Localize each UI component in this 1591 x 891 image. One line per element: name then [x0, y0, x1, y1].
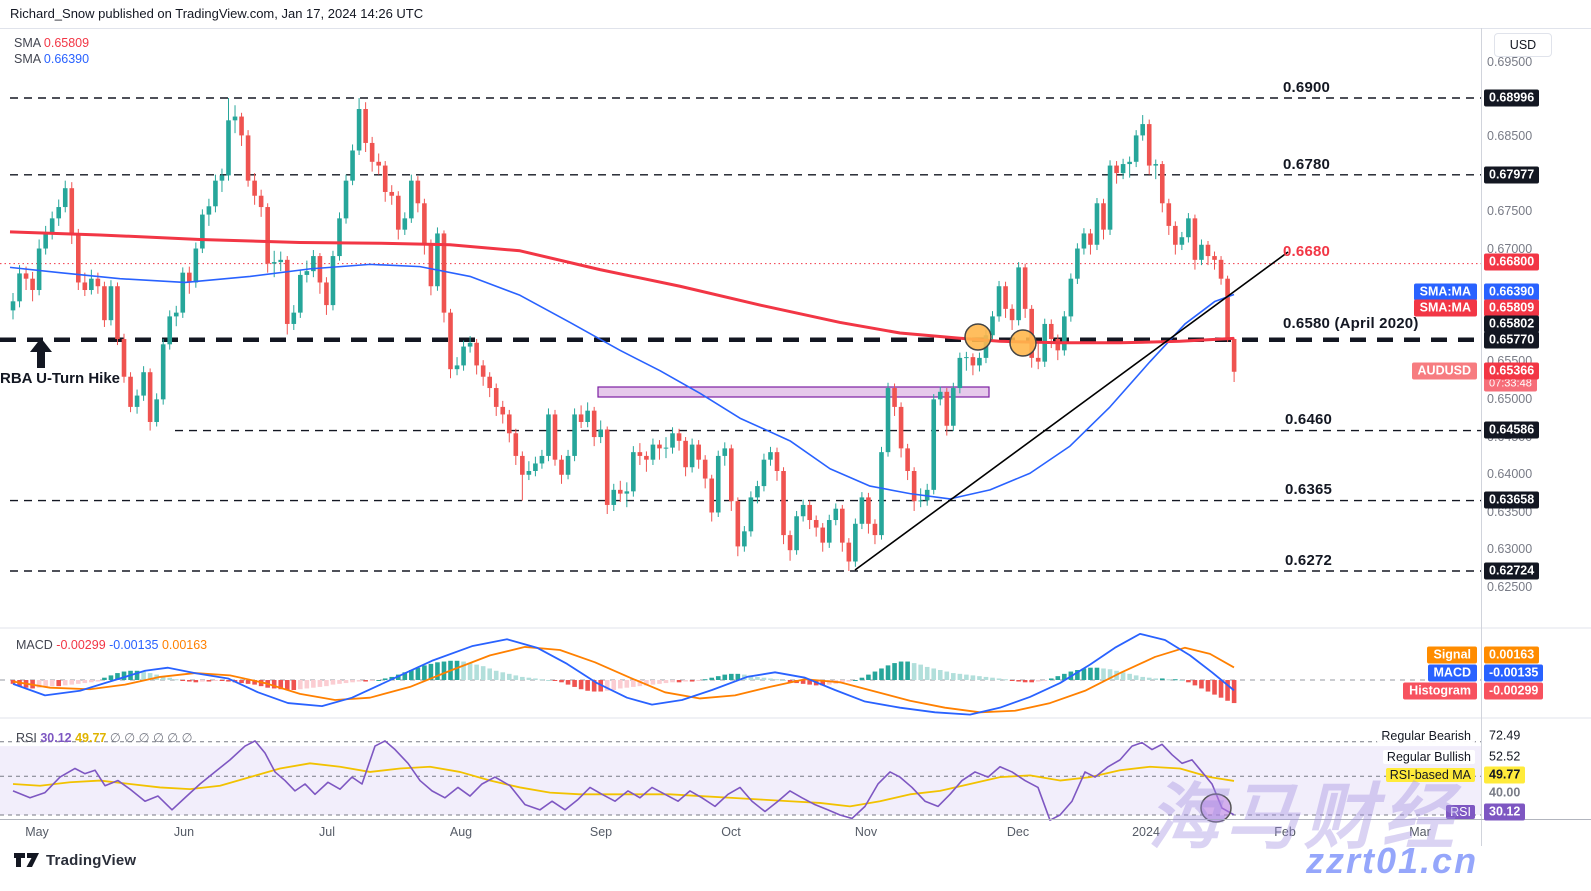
macd-legend-value: -0.00299: [56, 638, 110, 652]
sma2-label: SMA: [14, 52, 41, 66]
price-level-label: 0.6580 (April 2020): [1283, 315, 1419, 332]
tradingview-logo-icon: [14, 853, 39, 867]
header-divider: [0, 28, 1591, 29]
price-level-label: 0.6460: [1285, 411, 1333, 428]
price-axis-tick[interactable]: 0.67500: [1487, 204, 1533, 218]
time-axis-month[interactable]: 2024: [1132, 825, 1160, 839]
price-level-label: 0.6365: [1285, 481, 1333, 498]
price-axis-tick[interactable]: 0.62500: [1487, 580, 1533, 594]
rsi-row-value: 72.49: [1489, 728, 1521, 743]
rsi-value: 30.12: [40, 731, 72, 745]
macd-legend-label: MACD: [16, 638, 53, 652]
macd-legend-value: -0.00135: [109, 638, 162, 652]
price-axis-divider: [1481, 28, 1482, 846]
time-axis-month[interactable]: Jun: [173, 825, 195, 839]
macd-row-value-chip: 0.00163: [1484, 646, 1540, 664]
rsi-row-value: 40.00: [1489, 785, 1521, 800]
sma1-legend[interactable]: SMA 0.65809: [14, 36, 89, 50]
price-axis-value-chip: 0.68996: [1484, 89, 1540, 107]
macd-row-name-chip: Signal: [1427, 646, 1477, 664]
time-axis-month[interactable]: Dec: [1006, 825, 1030, 839]
rba-annotation-text: RBA U-Turn Hike: [0, 370, 120, 387]
price-axis-value-chip: 0.66390: [1484, 283, 1540, 301]
price-axis-value-chip: 0.66800: [1484, 253, 1540, 271]
rsi-row-name-chip: RSI: [1446, 805, 1475, 819]
time-axis-month[interactable]: May: [25, 825, 49, 839]
time-axis-month[interactable]: Feb: [1274, 825, 1296, 839]
price-axis-tick[interactable]: 0.63000: [1487, 542, 1533, 556]
price-axis-value-chip: 0.62724: [1484, 562, 1540, 580]
price-axis-tick[interactable]: 0.69500: [1487, 55, 1533, 69]
sma1-value: 0.65809: [43, 36, 90, 50]
rsi-row-name-chip: Regular Bullish: [1382, 750, 1475, 764]
macd-row-value-chip: -0.00299: [1484, 682, 1544, 700]
price-axis-value-chip: 0.67977: [1484, 166, 1540, 184]
watermark-url: zzrt01.cn: [1306, 840, 1479, 881]
bar-countdown-chip: 07:33:48: [1484, 376, 1537, 392]
macd-legend[interactable]: MACD -0.00299 -0.00135 0.00163: [16, 638, 207, 652]
time-axis-month[interactable]: Nov: [854, 825, 878, 839]
price-level-label: 0.6680: [1283, 243, 1331, 260]
price-axis-value-chip: 0.65770: [1484, 331, 1540, 349]
last-price-chip: 0.65366: [1484, 362, 1540, 380]
price-level-label: 0.6780: [1283, 156, 1331, 173]
tradingview-brand-text: TradingView: [46, 851, 137, 869]
rsi-row-value: 52.52: [1489, 749, 1521, 764]
rsi-row-name-chip: Regular Bearish: [1377, 729, 1475, 743]
time-axis-month[interactable]: Oct: [721, 825, 741, 839]
tradingview-brand[interactable]: TradingView: [14, 851, 136, 869]
series-name-chip: AUDUSD: [1411, 362, 1477, 380]
macd-row-name-chip: Histogram: [1403, 682, 1477, 700]
price-axis-tick[interactable]: 0.68500: [1487, 129, 1533, 143]
price-axis-tick[interactable]: 0.64000: [1487, 467, 1533, 481]
rsi-row-value: 49.77: [1484, 766, 1526, 784]
rsi-ma-value: 49.77: [75, 731, 107, 745]
time-axis-month[interactable]: Sep: [589, 825, 613, 839]
time-axis-month[interactable]: Jul: [319, 825, 335, 839]
rsi-row-value: 30.12: [1484, 803, 1526, 821]
macd-row-value-chip: -0.00135: [1484, 664, 1544, 682]
sma1-label: SMA: [14, 36, 41, 50]
time-axis-month[interactable]: Aug: [449, 825, 473, 839]
rsi-row-name-chip: RSI-based MA: [1385, 768, 1475, 782]
price-axis-tick[interactable]: 0.67000: [1487, 242, 1533, 256]
price-axis-value-chip: 0.65802: [1484, 315, 1540, 333]
price-axis-value-chip: 0.63658: [1484, 491, 1540, 509]
macd-row-name-chip: MACD: [1427, 664, 1477, 682]
sma2-value: 0.66390: [43, 52, 90, 66]
rsi-legend-label: RSI: [16, 731, 37, 745]
sma2-legend[interactable]: SMA 0.66390: [14, 52, 89, 66]
time-axis-divider: [0, 819, 1591, 820]
price-axis-value-chip: 0.65809: [1484, 299, 1540, 317]
rsi-legend[interactable]: RSI 30.12 49.77 ∅ ∅ ∅ ∅ ∅ ∅: [16, 730, 193, 745]
price-level-label: 0.6272: [1285, 552, 1333, 569]
time-axis-month[interactable]: Mar: [1409, 825, 1431, 839]
rsi-zero-inputs: ∅ ∅ ∅ ∅ ∅ ∅: [109, 731, 193, 745]
price-axis-tick[interactable]: 0.65000: [1487, 392, 1533, 406]
watermark-chinese: 海马财经: [1148, 778, 1461, 858]
publish-attribution: Richard_Snow published on TradingView.co…: [10, 6, 424, 21]
series-name-chip: SMA:MA: [1413, 283, 1477, 301]
price-level-label: 0.6900: [1283, 79, 1331, 96]
macd-legend-value: 0.00163: [161, 638, 208, 652]
price-axis-value-chip: 0.64586: [1484, 421, 1540, 439]
price-axis-tick[interactable]: 0.63500: [1487, 505, 1533, 519]
currency-toggle-button[interactable]: USD: [1494, 33, 1552, 57]
series-name-chip: SMA:MA: [1413, 299, 1477, 317]
